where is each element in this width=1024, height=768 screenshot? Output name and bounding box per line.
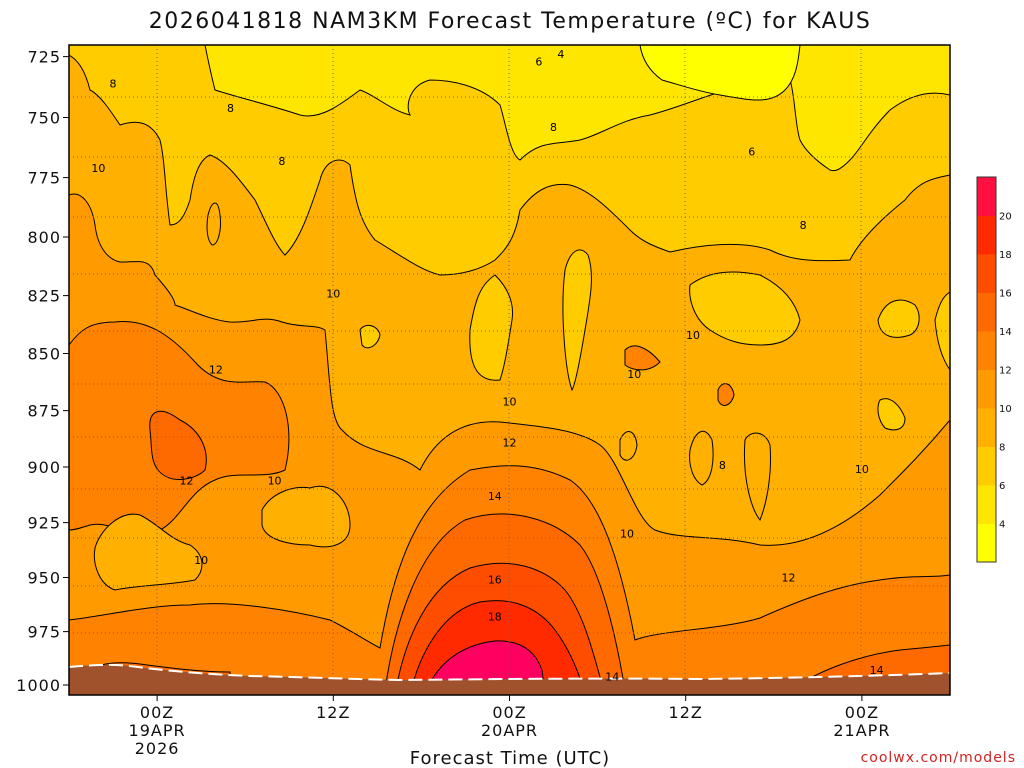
plot-area: 4 6 6 8 8 8 8 8 8 10 10 10 10 10 10 10 10 10 12 12 12 12 14 14 1… (69, 45, 950, 695)
x-axis-label: Forecast Time (UTC) (410, 748, 610, 768)
colorbar-swatch (977, 331, 996, 370)
pocket-8-10C-b (469, 274, 514, 381)
colorbar-tick-label: 16 (999, 289, 1012, 300)
colorbar-tick-label: 10 (999, 404, 1012, 415)
y-axis: 725 750 775 800 825 850 875 900 925 950 975 1000 (16, 48, 69, 695)
cool-pocket-right-c (619, 431, 638, 461)
x-tick-label: 00Z (140, 703, 174, 722)
contour-label: 8 (800, 219, 807, 232)
contour-label: 12 (781, 572, 795, 585)
y-tick-label: 800 (27, 228, 61, 247)
colorbar-swatch (977, 523, 996, 563)
contour-label: 12 (209, 364, 223, 377)
x-tick-label: 2026 (135, 739, 180, 758)
credit-text: coolwx.com/models (861, 750, 1016, 766)
y-tick-label: 775 (27, 169, 61, 188)
x-tick-label: 00Z (492, 703, 526, 722)
contour-label: 18 (488, 611, 502, 624)
contour-label: 10 (268, 474, 282, 487)
colorbar-tick-label: 14 (999, 327, 1012, 338)
colorbar-tick-label: 4 (999, 520, 1005, 531)
y-tick-label: 925 (27, 514, 61, 533)
contour-label: 10 (686, 329, 700, 342)
y-tick-label: 750 (27, 109, 61, 128)
contour-label: 8 (227, 102, 234, 115)
chart-title: 2026041818 NAM3KM Forecast Temperature (… (149, 9, 872, 34)
gridlines (69, 45, 950, 695)
y-tick-label: 850 (27, 345, 61, 364)
temperature-band-10-12C (69, 193, 950, 695)
contour-label: 10 (627, 368, 641, 381)
contour-label: 12 (503, 436, 517, 449)
colorbar: 4 6 8 10 12 14 16 18 20 (976, 176, 1012, 563)
x-tick-label: 20APR (481, 721, 538, 740)
cool-pocket-right-b (743, 432, 771, 521)
x-tick-label: 12Z (669, 703, 703, 722)
colorbar-swatch (977, 446, 996, 486)
surface-edge (69, 663, 950, 682)
contour-label: 10 (326, 287, 340, 300)
y-tick-label: 725 (27, 48, 61, 67)
warm-cell-left (149, 410, 207, 480)
cool-pocket-center-left (261, 485, 351, 548)
y-tick-label: 950 (27, 569, 61, 588)
cool-pocket-right-a (689, 430, 714, 486)
colorbar-tick-label: 12 (999, 366, 1012, 377)
x-tick-label: 21APR (833, 721, 890, 740)
contour-label: 14 (488, 490, 502, 503)
colorbar-swatch (977, 177, 996, 216)
colorbar-swatch (977, 485, 996, 524)
y-tick-label: 875 (27, 402, 61, 421)
colorbar-frame (976, 176, 997, 563)
pocket-8-10C-c (562, 249, 592, 392)
colorbar-tick-label: 18 (999, 250, 1012, 261)
pocket-8-10C-h (689, 271, 801, 346)
contour-labels: 4 6 6 8 8 8 8 8 8 10 10 10 10 10 10 10 10 10 12 12 12 12 14 14 1… (91, 48, 883, 683)
colorbar-tick-label: 8 (999, 443, 1005, 454)
pocket-8-10C-a (206, 202, 221, 246)
contour-label: 8 (719, 459, 726, 472)
pocket-8-10C-g (877, 398, 906, 431)
contour-label: 8 (550, 121, 557, 134)
contour-label: 8 (110, 78, 117, 91)
colorbar-tick-label: 20 (999, 212, 1012, 223)
contour-label: 8 (278, 155, 285, 168)
contour-label: 10 (620, 528, 634, 541)
contour-label: 10 (503, 396, 517, 409)
colorbar-swatch (977, 369, 996, 409)
colorbar-swatch (977, 408, 996, 447)
contour-label: 10 (91, 162, 105, 175)
y-tick-label: 900 (27, 458, 61, 477)
colorbar-swatch (977, 215, 996, 255)
contour-label: 16 (488, 574, 502, 587)
x-tick-label: 12Z (316, 703, 350, 722)
contour-label: 4 (557, 48, 564, 61)
colorbar-tick-label: 6 (999, 481, 1005, 492)
contour-label: 6 (535, 56, 542, 69)
contour-label: 14 (605, 671, 619, 684)
pocket-8-10C-e (877, 299, 920, 338)
temperature-band-2-4C (639, 45, 801, 101)
y-tick-label: 1000 (16, 676, 61, 695)
x-tick-label: 00Z (845, 703, 879, 722)
x-tick-label: 19APR (129, 721, 186, 740)
warm-cell-right (717, 383, 735, 406)
colorbar-swatch (977, 292, 996, 332)
colorbar-swatch (977, 254, 996, 293)
cool-pocket-left (93, 513, 203, 591)
contour-label: 14 (870, 664, 884, 677)
y-tick-label: 975 (27, 623, 61, 642)
contour-label: 10 (194, 554, 208, 567)
contour-label: 10 (855, 463, 869, 476)
contour-label: 12 (179, 474, 193, 487)
warm-cell-mid (624, 345, 661, 371)
y-tick-label: 825 (27, 287, 61, 306)
contour-label: 6 (748, 145, 755, 158)
pocket-8-10C-f (934, 291, 950, 371)
